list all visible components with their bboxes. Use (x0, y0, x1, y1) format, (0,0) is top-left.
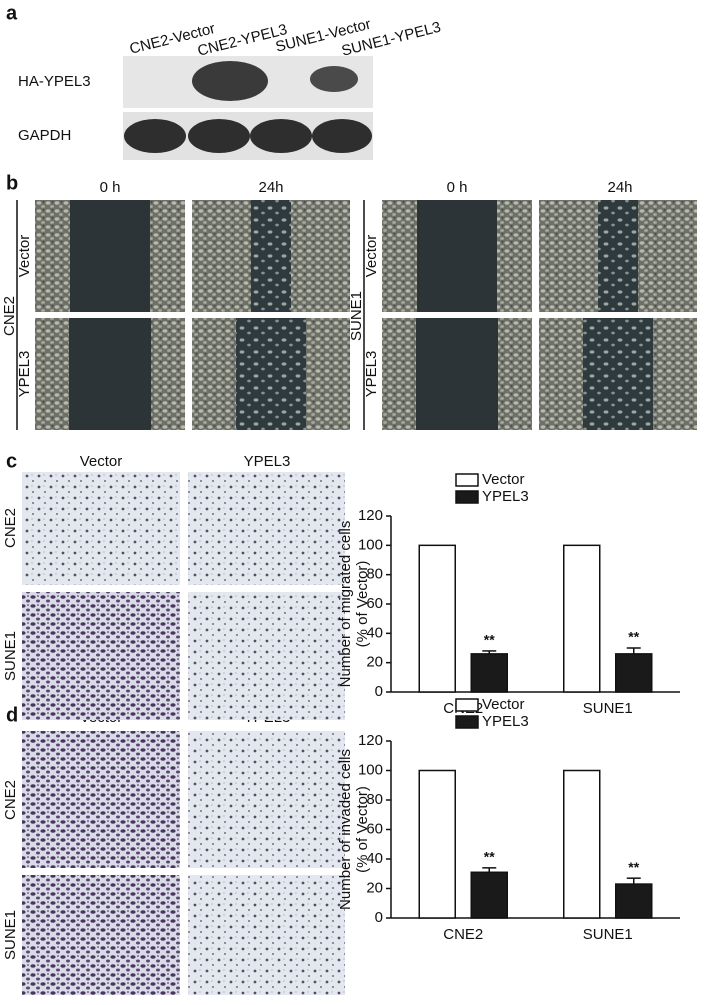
row-label: YPEL3 (16, 351, 33, 398)
group-label: SUNE1 (348, 291, 365, 341)
legend-swatch (455, 473, 479, 487)
legend-label: YPEL3 (482, 488, 529, 505)
y-axis-label: (% of Vector) (354, 786, 371, 873)
y-tick-label: 40 (366, 850, 383, 867)
micrograph (188, 592, 345, 720)
y-tick-label: 120 (358, 732, 383, 749)
column-label: Vector (80, 453, 123, 470)
micrograph (22, 592, 180, 720)
bar (470, 871, 508, 919)
legend-label: Vector (482, 696, 525, 713)
blot-band (192, 61, 268, 101)
x-tick-label: SUNE1 (583, 926, 633, 943)
y-tick-label: 20 (366, 879, 383, 896)
row-label: SUNE1 (2, 631, 19, 681)
bar (418, 544, 456, 693)
wound-gap (583, 318, 653, 430)
significance-label: ** (484, 632, 495, 648)
y-axis-label: (% of Vector) (354, 561, 371, 648)
y-tick-label: 60 (366, 595, 383, 612)
y-tick-label: 0 (375, 909, 383, 926)
panel-label: d (6, 704, 18, 726)
y-tick-label: 40 (366, 624, 383, 641)
row-label: Vector (363, 235, 380, 278)
bar (418, 769, 456, 919)
panel-label: b (6, 172, 18, 194)
significance-label: ** (628, 859, 639, 875)
bar (615, 653, 653, 693)
legend-swatch (455, 698, 479, 712)
bar (615, 883, 653, 919)
row-label: CNE2 (2, 780, 19, 820)
wound-gap (70, 200, 150, 312)
significance-label: ** (484, 849, 495, 865)
significance-label: ** (628, 629, 639, 645)
blot-row-label: GAPDH (18, 127, 71, 144)
y-tick-label: 100 (358, 761, 383, 778)
panel-label: a (6, 2, 18, 24)
column-label: 0 h (100, 179, 121, 196)
blot-row-label: HA-YPEL3 (18, 73, 91, 90)
wound-gap (236, 318, 306, 430)
group-label: CNE2 (1, 296, 18, 336)
y-tick-label: 60 (366, 820, 383, 837)
blot-band (250, 119, 312, 153)
bar (470, 653, 508, 693)
y-tick-label: 100 (358, 536, 383, 553)
blot-band (188, 119, 250, 153)
bar (563, 769, 601, 919)
blot-band (312, 119, 372, 153)
legend-swatch (455, 490, 479, 504)
y-tick-label: 120 (358, 507, 383, 524)
bar (563, 544, 601, 693)
blot-band (310, 66, 358, 92)
wound-gap (417, 200, 497, 312)
micrograph (188, 731, 345, 868)
y-axis-label: Number of invaded cells (337, 749, 354, 910)
column-label: 0 h (447, 179, 468, 196)
micrograph (22, 731, 180, 868)
legend-swatch (455, 715, 479, 729)
blot-band (124, 119, 186, 153)
x-tick-label: CNE2 (443, 926, 483, 943)
legend-label: YPEL3 (482, 713, 529, 730)
legend-label: Vector (482, 471, 525, 488)
y-tick-label: 80 (366, 566, 383, 583)
y-axis-label: Number of migrated cells (337, 521, 354, 688)
y-tick-label: 0 (375, 683, 383, 700)
x-tick-label: SUNE1 (583, 700, 633, 717)
y-tick-label: 20 (366, 654, 383, 671)
wound-gap (251, 200, 291, 312)
wound-gap (69, 318, 151, 430)
panel-label: c (6, 450, 17, 472)
column-label: YPEL3 (244, 453, 291, 470)
y-tick-label: 80 (366, 791, 383, 808)
row-label: CNE2 (2, 508, 19, 548)
row-label: Vector (16, 235, 33, 278)
wound-gap (598, 200, 638, 312)
micrograph (188, 875, 345, 995)
micrograph (22, 472, 180, 585)
micrograph (188, 472, 345, 585)
column-label: 24h (607, 179, 632, 196)
row-label: SUNE1 (2, 910, 19, 960)
row-label: YPEL3 (363, 351, 380, 398)
micrograph (22, 875, 180, 995)
wound-gap (416, 318, 498, 430)
column-label: 24h (258, 179, 283, 196)
